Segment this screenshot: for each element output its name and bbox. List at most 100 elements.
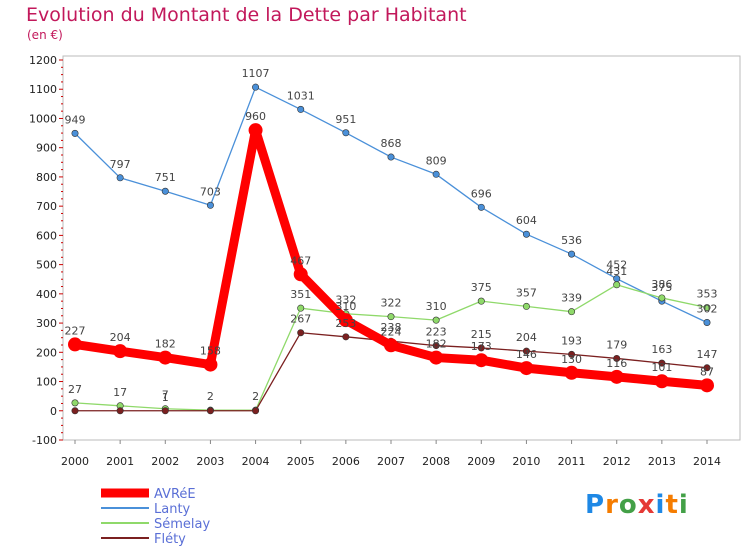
- data-label: 101: [651, 361, 672, 374]
- data-label: 116: [606, 357, 627, 370]
- data-label: 332: [335, 294, 356, 307]
- data-label: 536: [561, 234, 582, 247]
- data-point: [658, 359, 666, 367]
- data-point: [432, 170, 440, 178]
- y-tick-label: 0: [50, 405, 57, 418]
- data-point: [568, 308, 576, 316]
- data-point: [432, 316, 440, 324]
- data-label: 751: [155, 171, 176, 184]
- x-tick-label: 2010: [512, 455, 540, 468]
- data-point: [338, 313, 353, 328]
- logo-letter: x: [637, 490, 656, 520]
- data-point: [384, 338, 398, 353]
- data-label: 87: [700, 365, 714, 378]
- data-point: [206, 407, 214, 415]
- data-point: [474, 353, 489, 368]
- data-point: [158, 350, 173, 365]
- data-label: 130: [561, 353, 582, 366]
- legend-label: AVRéE: [154, 487, 196, 502]
- data-point: [71, 399, 79, 407]
- data-label: 27: [68, 383, 82, 396]
- data-point: [68, 337, 82, 352]
- data-point: [568, 350, 576, 358]
- data-label: 1031: [287, 89, 315, 102]
- data-label: 173: [471, 340, 492, 353]
- data-label: 386: [651, 278, 672, 291]
- data-label: 310: [335, 300, 356, 313]
- y-tick-label: 500: [36, 259, 57, 272]
- legend-label: Lanty: [154, 502, 191, 517]
- data-label: 267: [290, 313, 311, 326]
- data-point: [477, 344, 485, 352]
- data-point: [613, 354, 621, 362]
- data-point: [116, 174, 124, 182]
- x-tick-label: 2011: [558, 455, 586, 468]
- data-label: 696: [471, 187, 492, 200]
- x-tick-label: 2000: [61, 455, 89, 468]
- data-point: [477, 203, 485, 211]
- data-point: [658, 294, 666, 302]
- data-point: [654, 374, 669, 389]
- data-label: 357: [516, 286, 537, 299]
- data-label: 467: [290, 254, 311, 267]
- data-point: [342, 129, 350, 137]
- data-label: 302: [697, 302, 718, 315]
- chart-unit: (en €): [27, 28, 63, 42]
- data-label: 204: [110, 331, 131, 344]
- data-point: [564, 365, 579, 380]
- logo-letter: i: [655, 490, 666, 520]
- data-label: 2: [207, 390, 214, 403]
- y-tick-label: 400: [36, 288, 57, 301]
- data-label: 7: [162, 389, 169, 402]
- data-label: 147: [697, 348, 718, 361]
- data-label: 339: [561, 292, 582, 305]
- data-point: [703, 364, 711, 372]
- y-tick-label: 100: [36, 376, 57, 389]
- data-point: [297, 329, 305, 337]
- x-tick-label: 2006: [332, 455, 360, 468]
- data-point: [522, 347, 530, 355]
- chart-title: Evolution du Montant de la Dette par Hab…: [26, 4, 467, 26]
- data-label: 375: [471, 281, 492, 294]
- data-label: 204: [516, 331, 537, 344]
- y-tick-label: 900: [36, 142, 57, 155]
- data-label: 1: [162, 391, 169, 404]
- data-point: [609, 369, 624, 384]
- x-tick-label: 2007: [377, 455, 405, 468]
- logo-letter: t: [665, 490, 679, 520]
- data-label: 868: [381, 137, 402, 150]
- data-label: 2: [252, 390, 259, 403]
- x-tick-label: 2014: [693, 455, 721, 468]
- data-label: 238: [381, 321, 402, 334]
- data-point: [387, 313, 395, 321]
- x-tick-label: 2001: [106, 455, 134, 468]
- data-label: 960: [245, 110, 266, 123]
- y-tick-label: 1200: [29, 54, 57, 67]
- y-tick-label: 800: [36, 171, 57, 184]
- plot-frame: [62, 55, 741, 441]
- logo-letter: r: [605, 490, 619, 520]
- data-label: 253: [335, 317, 356, 330]
- y-tick-label: -100: [32, 434, 57, 447]
- y-tick-label: 300: [36, 317, 57, 330]
- data-point: [71, 407, 79, 415]
- y-tick-label: 600: [36, 229, 57, 242]
- data-label: 227: [65, 324, 86, 337]
- data-point: [387, 153, 395, 161]
- data-label: 215: [471, 328, 492, 341]
- data-label: 146: [516, 348, 537, 361]
- data-label: 351: [290, 288, 311, 301]
- data-label: 182: [155, 338, 176, 351]
- data-point: [161, 187, 169, 195]
- data-point: [116, 407, 124, 415]
- proxiti-logo: Proxiti: [585, 490, 689, 520]
- x-tick-label: 2003: [196, 455, 224, 468]
- data-label: 431: [606, 265, 627, 278]
- data-label: 158: [200, 345, 221, 358]
- data-point: [206, 201, 214, 209]
- x-tick-label: 2005: [287, 455, 315, 468]
- y-tick-label: 1000: [29, 112, 57, 125]
- data-point: [429, 350, 444, 365]
- x-tick-label: 2002: [151, 455, 179, 468]
